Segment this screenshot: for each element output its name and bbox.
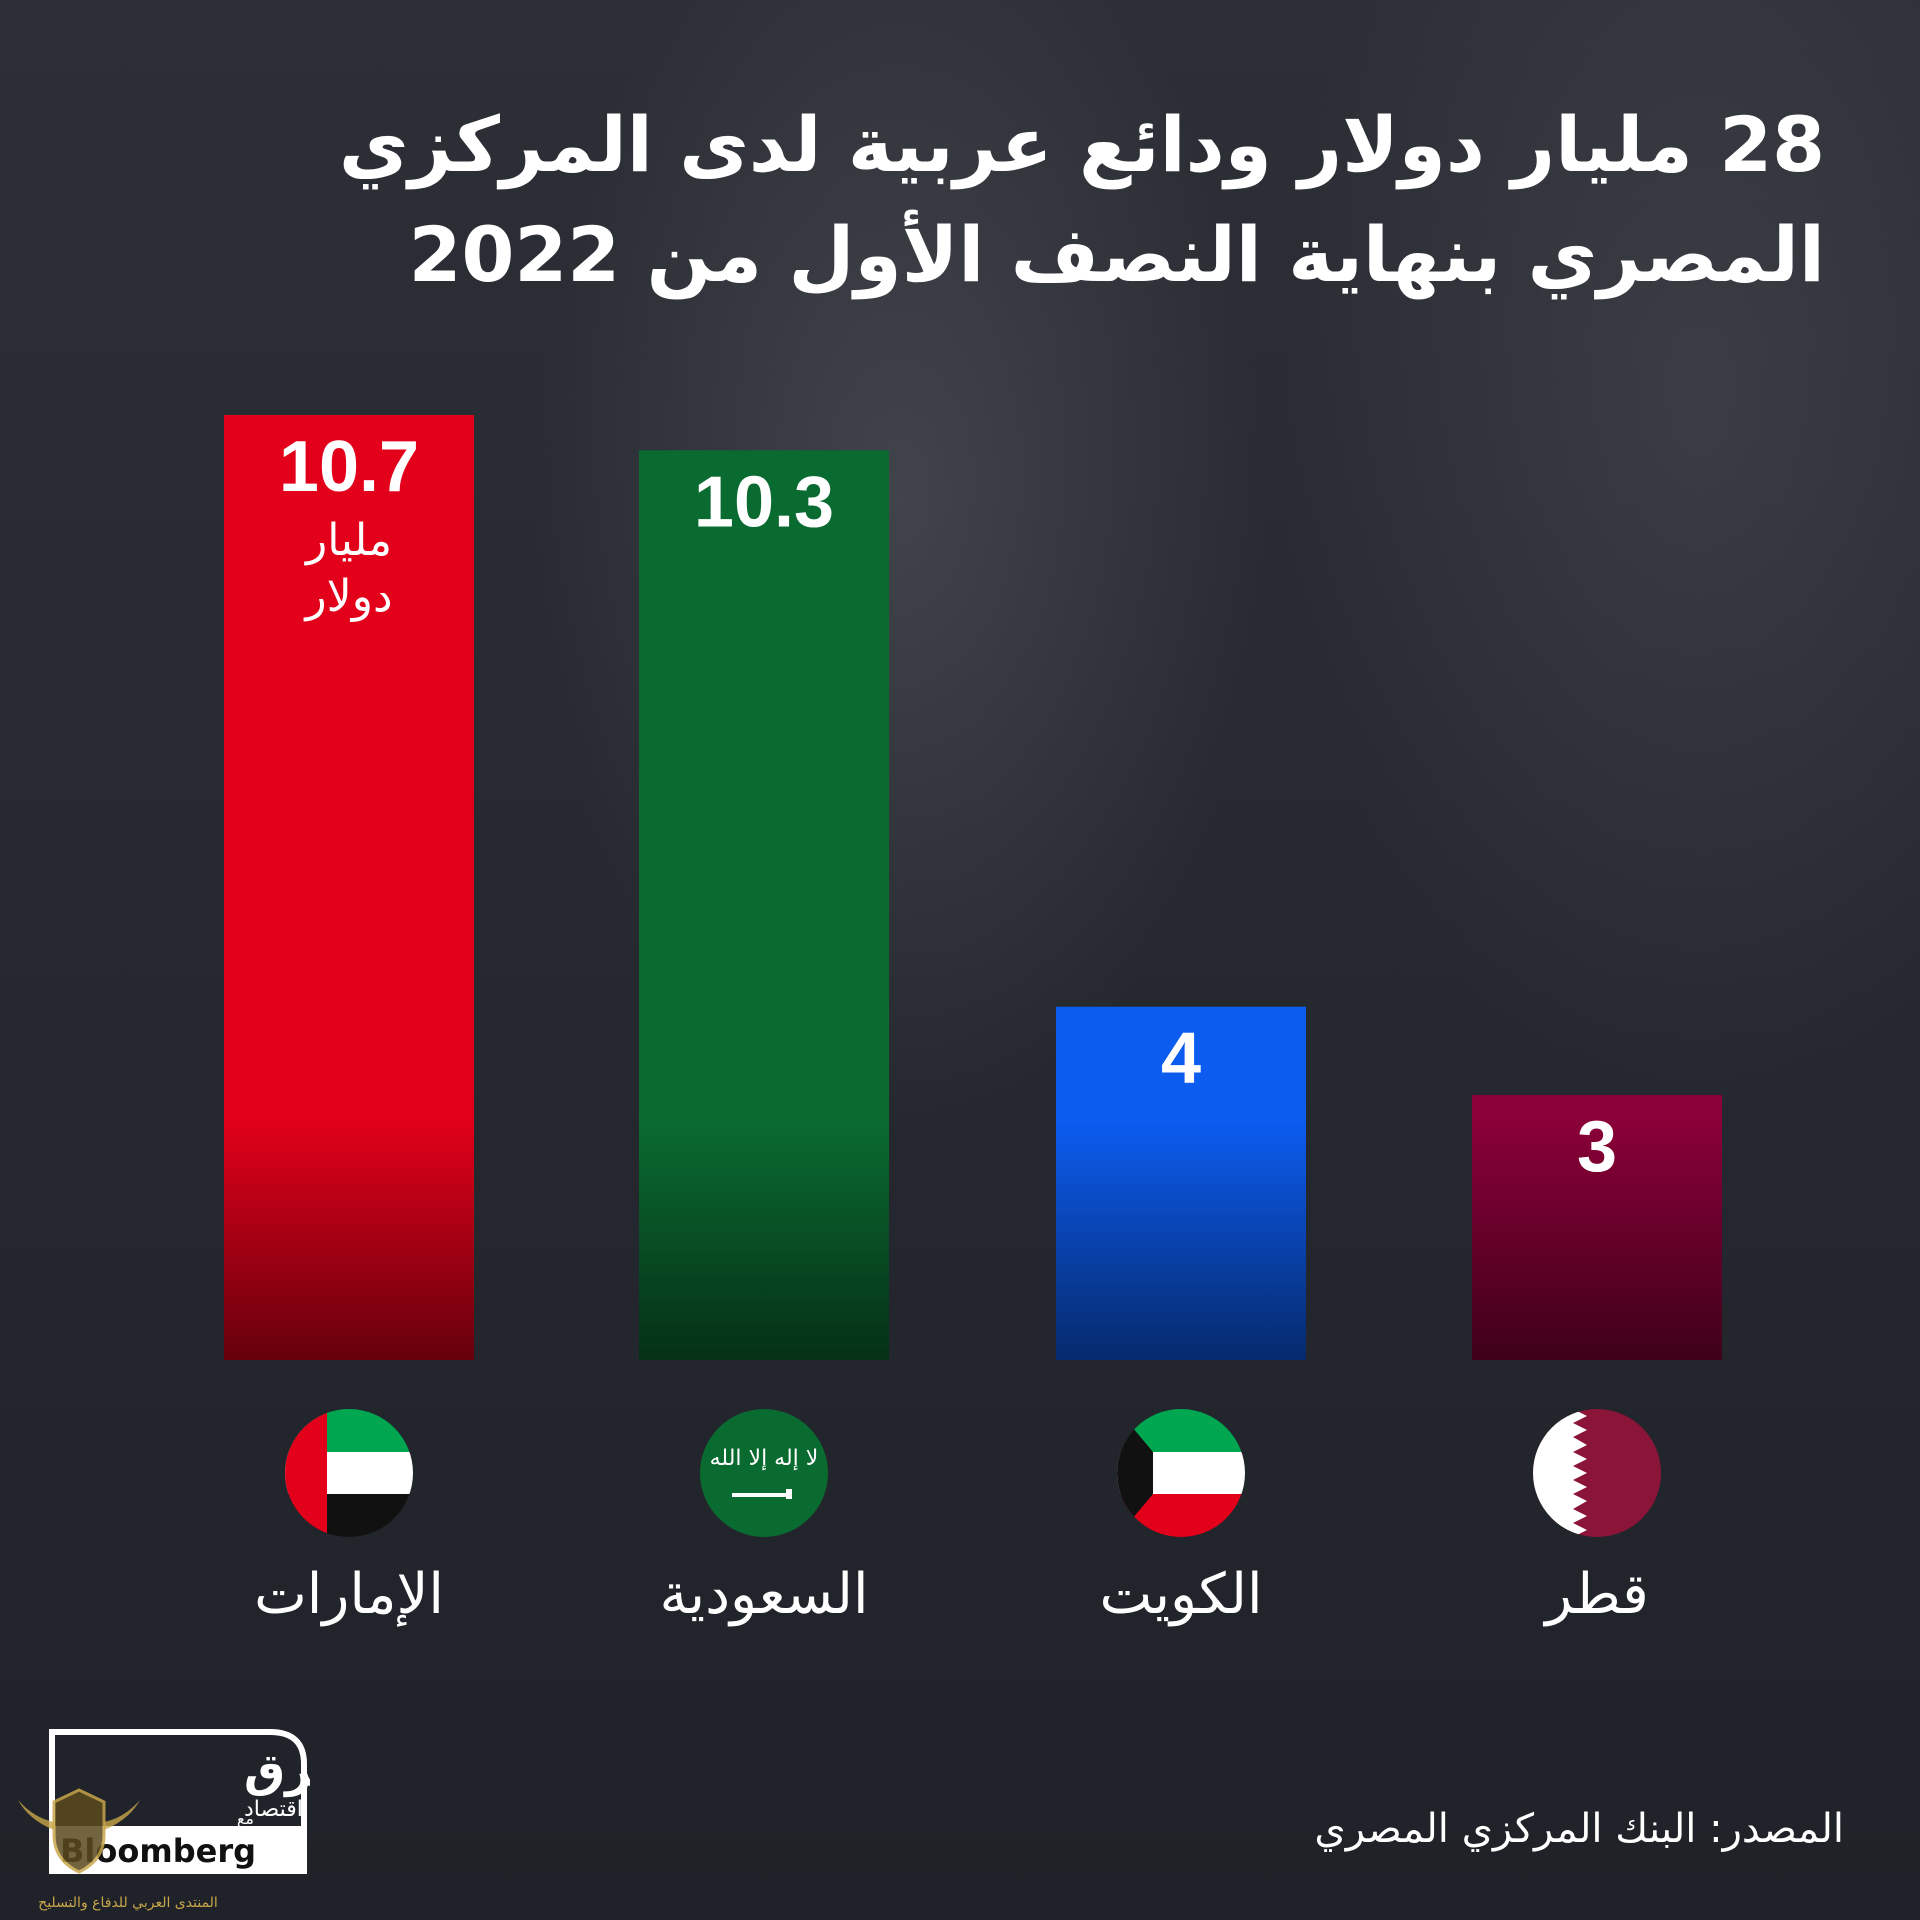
saudi-flag-icon: لا إله إلا الله [700,1409,828,1537]
watermark-text: المنتدى العربي للدفاع والتسليح [38,1895,218,1911]
title-line-2: المصري بنهاية النصف الأول من 2022 [408,210,1825,299]
title-line-1: 28 مليار دولار ودائع عربية لدى المركزي [338,100,1825,189]
value-label-uae: 10.7 [279,427,419,507]
svg-text:مع: مع [237,1809,254,1829]
value-label-qatar: 3 [1577,1107,1617,1187]
country-label-saudi: السعودية [659,1562,869,1627]
country-label-kuwait: الكويت [1099,1562,1263,1627]
value-label-saudi: 10.3 [694,462,834,542]
bar-shade-saudi [639,1120,889,1360]
bar-shade-uae [224,1120,474,1360]
uae-flag-icon [285,1409,413,1537]
unit-label-1: مليار [304,515,392,566]
svg-text:الشرق: الشرق [244,1743,310,1797]
source-note: المصدر: البنك المركزي المصري [1314,1806,1844,1852]
bar-shade-qatar [1472,1120,1722,1360]
kuwait-flag-icon [1117,1409,1245,1537]
qatar-flag-icon [1533,1409,1661,1537]
bar-shade-kuwait [1056,1120,1306,1360]
svg-text:لا إله إلا الله: لا إله إلا الله [710,1446,819,1471]
country-label-uae: الإمارات [254,1562,444,1627]
unit-label-2: دولار [303,571,392,622]
forum-watermark-icon [18,1788,140,1874]
value-label-kuwait: 4 [1161,1019,1201,1099]
chart-title: 28 مليار دولار ودائع عربية لدى المركزي ا… [125,90,1825,310]
svg-text:اقتصاد: اقتصاد [244,1797,303,1822]
country-label-qatar: قطر [1545,1562,1649,1627]
